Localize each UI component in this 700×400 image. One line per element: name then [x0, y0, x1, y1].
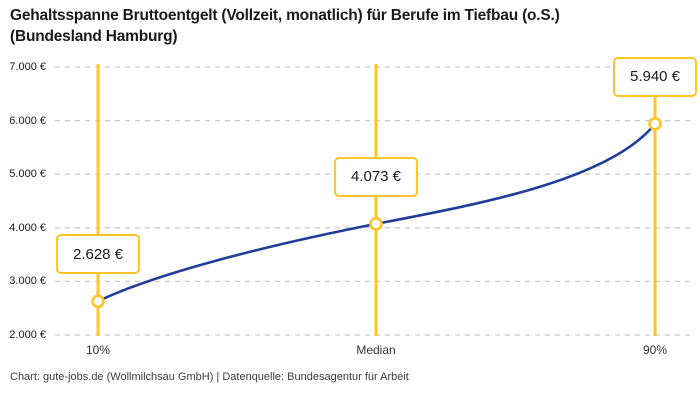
chart-credit: Chart: gute-jobs.de (Wollmilchsau GmbH) …	[10, 371, 409, 383]
y-tick-label: 3.000 €	[9, 275, 46, 288]
y-tick-label: 5.000 €	[9, 168, 46, 181]
x-tick-label: 10%	[85, 343, 111, 357]
x-tick-label: 90%	[642, 343, 668, 357]
percentile-guide-lines	[96, 64, 657, 336]
x-tick-label: Median	[356, 343, 396, 357]
value-callout: 5.940 €	[612, 56, 698, 97]
data-point-marker	[91, 294, 105, 309]
y-tick-label: 4.000 €	[9, 221, 46, 234]
value-callout: 4.073 €	[333, 156, 419, 197]
value-callout: 2.628 €	[55, 234, 141, 275]
gridlines	[55, 66, 692, 336]
data-point-marker	[648, 117, 662, 131]
data-point-marker	[369, 217, 383, 231]
y-tick-label: 7.000 €	[9, 61, 46, 73]
y-tick-label: 6.000 €	[9, 114, 46, 127]
chart-title: Gehaltsspanne Bruttoentgelt (Vollzeit, m…	[10, 5, 690, 47]
chart-title-line1: Gehaltsspanne Bruttoentgelt (Vollzeit, m…	[10, 7, 560, 24]
chart-title-line2: (Bundesland Hamburg)	[10, 28, 178, 45]
y-tick-label: 2.000 €	[9, 329, 46, 341]
data-point-markers	[91, 117, 662, 309]
